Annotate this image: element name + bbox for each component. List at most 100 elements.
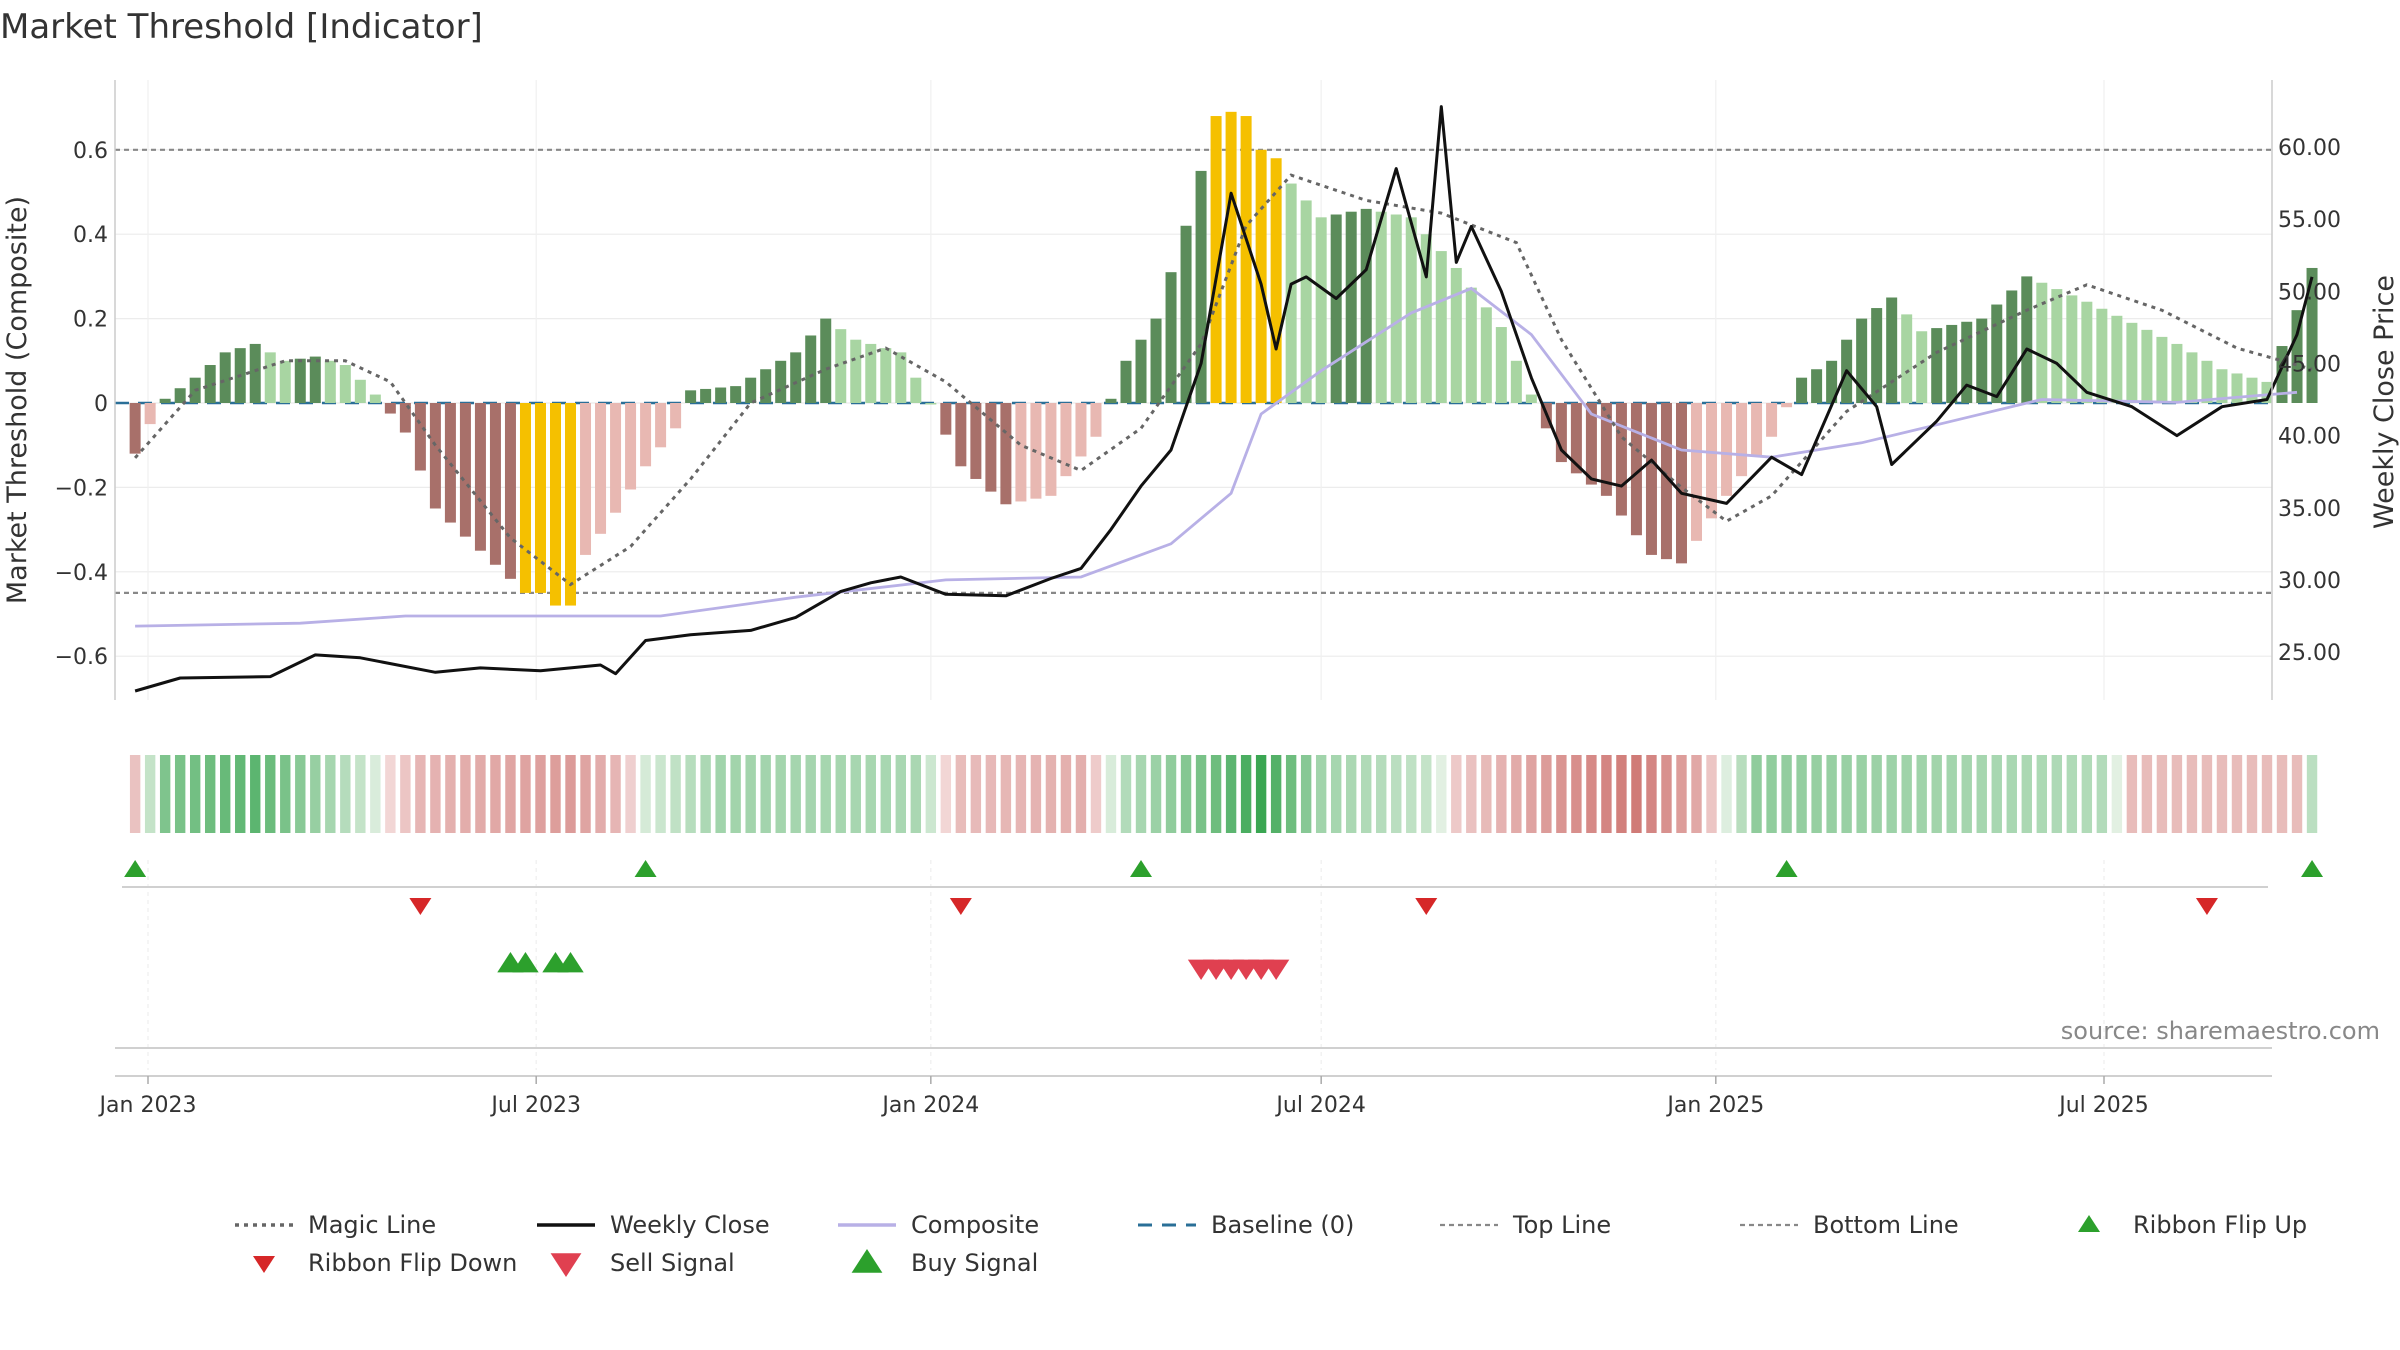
magic-line: [133, 173, 2313, 587]
y2-tick-label: 35.00: [2278, 497, 2341, 522]
left-axis-label: Market Threshold (Composite): [2, 196, 33, 604]
ribbon-flip-up-marker: [1775, 860, 1798, 877]
ribbon-cell: [2096, 755, 2108, 833]
ribbon-cell: [640, 755, 651, 833]
ribbon-cell: [490, 755, 501, 833]
composite-line: [135, 286, 2298, 628]
ribbon-cell: [955, 755, 967, 833]
ribbon-cell: [1676, 755, 1687, 833]
composite-bar: [1270, 158, 1282, 403]
ribbon-cell: [610, 755, 621, 833]
ribbon-cell: [760, 755, 771, 833]
composite-bar: [1240, 116, 1252, 403]
composite-bar: [775, 360, 787, 403]
ribbon-cell: [970, 755, 982, 833]
x-tick-label: Jul 2025: [2057, 1093, 2149, 1118]
ribbon-flip-down-marker: [2195, 898, 2218, 915]
ribbon-cell: [1751, 755, 1762, 833]
composite-bar: [970, 403, 982, 479]
composite-bar: [1390, 214, 1402, 403]
composite-bar: [1931, 328, 1943, 403]
composite-bar: [2066, 295, 2078, 403]
legend: Magic Line Weekly Close Composite Baseline …: [235, 1211, 2307, 1277]
ribbon-cell: [174, 755, 186, 833]
ribbon-cell: [144, 755, 156, 833]
composite-bar: [1675, 403, 1687, 564]
ribbon-cell: [1300, 755, 1312, 833]
ribbon-cell: [1931, 755, 1942, 833]
composite-bar: [414, 403, 426, 471]
composite-bar: [610, 403, 622, 513]
composite-bar: [1856, 318, 1868, 403]
composite-bar: [1420, 234, 1432, 403]
composite-bar: [715, 387, 727, 403]
composite-bar: [1600, 403, 1612, 496]
composite-bar: [1660, 403, 1672, 560]
composite-bar: [1570, 403, 1582, 474]
ribbon-cell: [2021, 755, 2032, 833]
composite-bar: [204, 365, 216, 403]
ribbon-cell: [1886, 755, 1897, 833]
legend-item: Composite: [838, 1211, 1039, 1239]
ribbon-cell: [1811, 755, 1822, 833]
ribbon-cell: [204, 755, 216, 833]
composite-bar: [1796, 377, 1808, 403]
ribbon-cell: [370, 755, 381, 833]
source-credit: source: sharemaestro.com: [2061, 1017, 2380, 1045]
composite-bar: [2051, 289, 2063, 403]
composite-bar: [369, 394, 381, 403]
ribbon-cell: [895, 755, 907, 833]
composite-bar: [835, 329, 847, 403]
y2-tick-label: 30.00: [2278, 569, 2341, 594]
ribbon-cell: [129, 755, 141, 833]
composite-bar: [2141, 329, 2153, 403]
legend-item: Baseline (0): [1138, 1211, 1354, 1239]
chart-title: Market Threshold [Indicator]: [0, 7, 483, 47]
ribbon-cell: [310, 755, 321, 833]
ribbon-cell: [295, 755, 306, 833]
legend-item: Top Line: [1440, 1211, 1611, 1239]
ribbon-cell: [475, 755, 486, 833]
ribbon-cell: [1180, 755, 1192, 833]
ribbon-cell: [1781, 755, 1792, 833]
composite-bar: [2246, 377, 2258, 403]
composite-bar: [910, 377, 922, 403]
composite-bar: [565, 403, 577, 606]
composite-bar: [354, 379, 366, 403]
ribbon-cell: [1240, 755, 1252, 833]
left-y-ticks: 0.6 0.4 0.2 0 −0.2 −0.4 −0.6: [55, 139, 108, 670]
y2-tick-label: 55.00: [2278, 208, 2341, 233]
ribbon-cell: [550, 755, 561, 833]
ribbon-cell: [2066, 755, 2078, 833]
ribbon-cell: [2276, 755, 2288, 833]
y2-tick-label: 60.00: [2278, 136, 2341, 161]
y-tick-label: −0.6: [55, 645, 108, 670]
ribbon-cell: [1255, 755, 1267, 833]
ribbon-cell: [1135, 755, 1147, 833]
ribbon-cell: [2051, 755, 2063, 833]
legend-item: Bottom Line: [1740, 1211, 1959, 1239]
ribbon-cell: [1721, 755, 1732, 833]
composite-bar: [895, 352, 907, 403]
ribbon-cell: [805, 755, 816, 833]
composite-bar: [1165, 272, 1177, 403]
composite-bar: [1060, 403, 1072, 477]
legend-item: Ribbon Flip Down: [253, 1249, 517, 1277]
composite-bar: [2111, 315, 2123, 403]
y-tick-label: 0.4: [73, 223, 108, 248]
ribbon-cell: [535, 755, 546, 833]
composite-bar: [745, 377, 757, 403]
ribbon-cell: [1736, 755, 1747, 833]
composite-bar: [1886, 297, 1898, 403]
composite-bar: [2261, 381, 2273, 403]
legend-label: Weekly Close: [610, 1211, 770, 1239]
composite-bar: [2171, 343, 2183, 403]
ribbon-cell: [2291, 755, 2303, 833]
ribbon-cell: [2036, 755, 2048, 833]
ribbon-cell: [1195, 755, 1207, 833]
y2-tick-label: 25.00: [2278, 641, 2341, 666]
ribbon-cell: [850, 755, 861, 833]
ribbon-cell: [1315, 755, 1327, 833]
ribbon-cell: [790, 755, 801, 833]
composite-bar: [1315, 217, 1327, 403]
